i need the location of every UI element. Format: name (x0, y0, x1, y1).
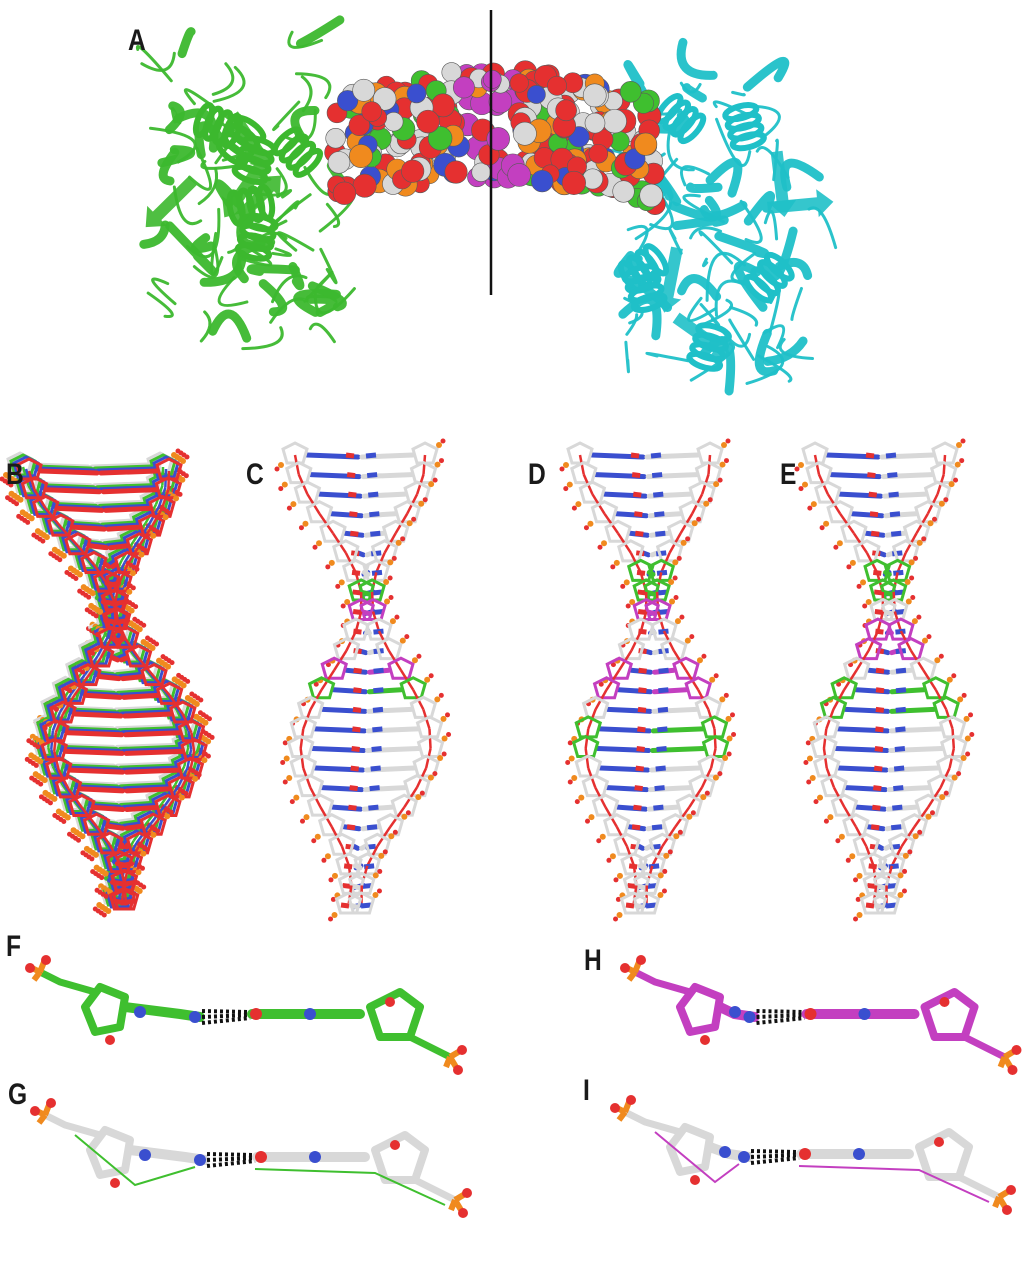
panel-a-structure (135, 10, 838, 396)
panel-label-g: G (8, 1078, 28, 1111)
panel-label-h: H (584, 944, 602, 977)
panel-label-i: I (583, 1074, 590, 1107)
panel-label-f: F (6, 930, 22, 963)
panel-label-d: D (528, 458, 546, 491)
panel-label-e: E (780, 458, 797, 491)
panel-label-b: B (6, 458, 24, 491)
panel-label-c: C (246, 458, 264, 491)
panel-label-a: A (128, 24, 146, 57)
panel-c-helix (274, 438, 452, 922)
panel-i-basepair (610, 1095, 1016, 1215)
panel-f-basepair (25, 955, 467, 1075)
panel-e-helix (794, 438, 975, 922)
panel-g-basepair (30, 1098, 472, 1218)
panel-b-helices (0, 448, 215, 918)
panel-h-basepair (620, 955, 1022, 1075)
panel-d-helix (559, 438, 737, 922)
